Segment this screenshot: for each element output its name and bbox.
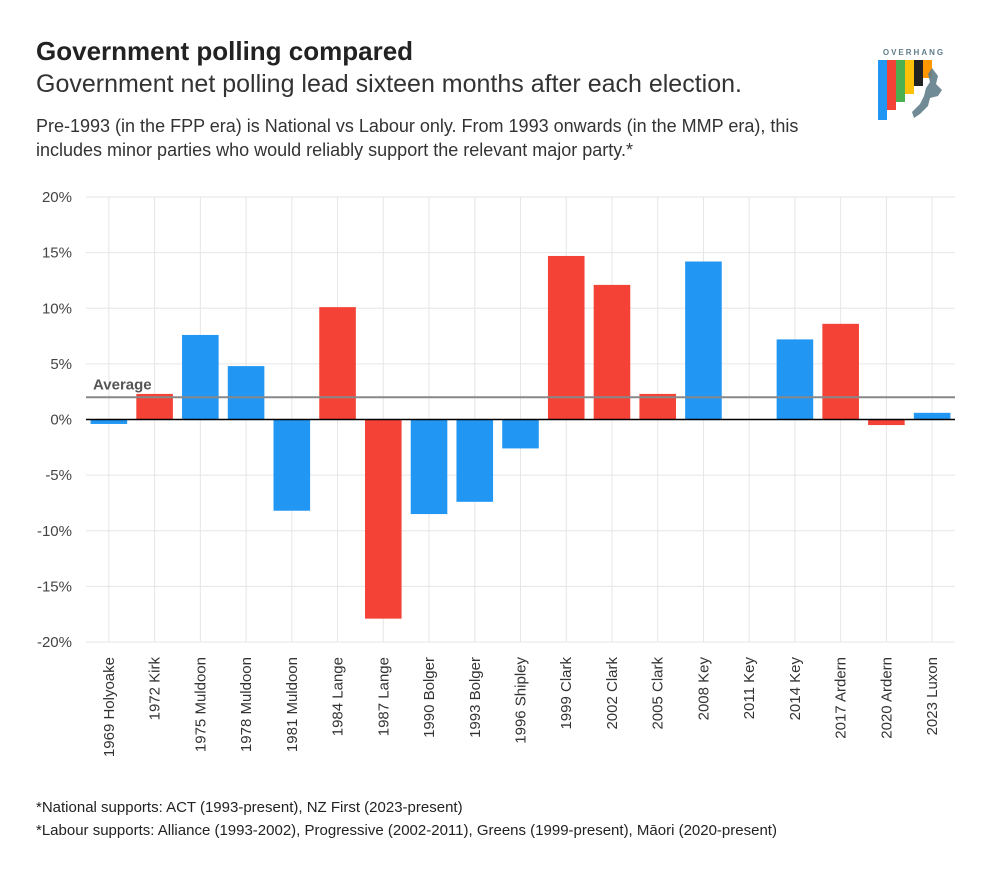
bar [364, 419, 402, 619]
logo-bar [923, 60, 932, 78]
bar [593, 284, 631, 420]
bar [913, 412, 951, 420]
x-tick-label: 2008 Key [695, 657, 712, 721]
x-tick-label: 1990 Bolger [421, 657, 438, 738]
overhang-logo: OVERHANG [878, 48, 945, 120]
x-tick-label: 2002 Clark [604, 657, 621, 730]
bar [456, 419, 494, 502]
x-tick-label: 1987 Lange [375, 657, 392, 736]
logo-bar [905, 60, 914, 94]
x-tick-label: 2023 Luxon [924, 657, 941, 735]
bar [182, 334, 219, 420]
y-tick-label: 20% [42, 189, 72, 206]
logo-bar [887, 60, 896, 110]
chart-title: Government polling compared [36, 36, 414, 66]
bar [502, 419, 539, 449]
bar [319, 307, 356, 420]
bar [227, 366, 265, 420]
x-tick-label: 1999 Clark [558, 657, 575, 730]
y-tick-label: -10% [37, 523, 72, 540]
bar [868, 419, 905, 426]
logo-bar [878, 60, 887, 120]
bar [410, 419, 448, 515]
x-tick-label: 1993 Bolger [467, 657, 484, 738]
chart-description: Pre-1993 (in the FPP era) is National vs… [36, 116, 799, 160]
bar [273, 419, 311, 511]
overhang-logo-text: OVERHANG [883, 48, 945, 57]
x-tick-label: 2017 Ardern [833, 657, 850, 739]
footnote-national: *National supports: ACT (1993-present), … [36, 799, 463, 816]
x-tick-label: 2011 Key [741, 657, 758, 720]
bar [685, 261, 722, 420]
footnote-labour: *Labour supports: Alliance (1993-2002), … [36, 822, 777, 839]
y-tick-label: -20% [37, 634, 72, 651]
average-label: Average [93, 376, 152, 393]
bar-chart: 20% 15% 10% 5% 0% -5% -10% -15% -20% Average 1969 … [37, 189, 955, 757]
y-tick-label: 0% [50, 412, 72, 429]
chart-subtitle: Government net polling lead sixteen mont… [36, 70, 742, 98]
x-tick-label: 1984 Lange [330, 657, 347, 736]
logo-bar [896, 60, 905, 102]
x-tick-label: 1969 Holyoake [101, 657, 118, 757]
x-tick-label: 2014 Key [787, 657, 804, 721]
bar [822, 323, 859, 420]
y-tick-label: -5% [45, 467, 72, 484]
x-tick-label: 1996 Shipley [513, 657, 530, 744]
x-tick-label: 1975 Muldoon [192, 657, 209, 752]
x-tick-label: 1972 Kirk [147, 657, 164, 721]
y-tick-label: 10% [42, 300, 72, 317]
x-tick-label: 2005 Clark [650, 657, 667, 730]
y-tick-label: 15% [42, 245, 72, 262]
footnotes: *National supports: ACT (1993-present), … [36, 796, 777, 842]
x-tick-label: 1978 Muldoon [238, 657, 255, 752]
bar [547, 255, 585, 420]
x-tick-label: 2020 Ardern [878, 657, 895, 739]
bar [776, 339, 814, 420]
x-tick-label: 1981 Muldoon [284, 657, 301, 752]
y-tick-label: 5% [50, 356, 72, 373]
y-tick-label: -15% [37, 578, 72, 595]
nz-map-icon [912, 68, 942, 118]
logo-bar [914, 60, 923, 86]
bar [90, 419, 128, 424]
